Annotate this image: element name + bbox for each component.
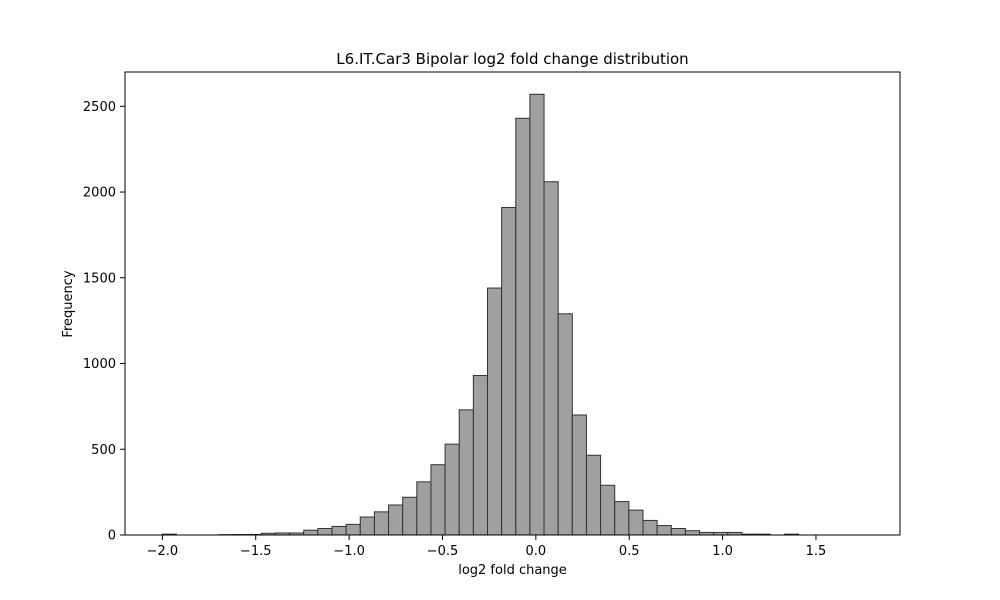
histogram-bar — [388, 504, 404, 536]
x-tick-label: −2.0 — [147, 544, 179, 559]
y-tick-label: 1000 — [83, 357, 116, 372]
histogram-bar — [402, 496, 418, 536]
histogram-bar — [529, 93, 545, 536]
y-tick-label: 2000 — [83, 186, 116, 201]
plot-frame — [124, 71, 901, 536]
histogram-bar — [458, 409, 474, 536]
histogram-bar — [557, 313, 573, 536]
histogram-bar — [628, 509, 644, 536]
histogram-bar — [373, 511, 390, 536]
y-tick-label: 0 — [108, 529, 116, 544]
x-tick-label: 0.5 — [619, 544, 640, 559]
histogram-bar — [416, 481, 432, 536]
y-axis-label: Frequency — [61, 270, 76, 337]
histogram-bar — [331, 525, 347, 536]
histogram-bar — [444, 443, 460, 536]
x-tick-label: 1.5 — [806, 544, 827, 559]
histogram-bar — [543, 181, 559, 536]
x-tick-label: −0.5 — [427, 544, 459, 559]
histogram-bar — [642, 519, 658, 536]
y-axis-ticks: 0 500 1000 1500 2000 2500 — [83, 100, 125, 544]
histogram-bar — [501, 206, 517, 536]
histogram-bar — [656, 525, 672, 536]
histogram-bar — [585, 454, 602, 536]
x-tick-label: 0.0 — [525, 544, 546, 559]
histogram-bar — [571, 414, 587, 536]
histogram-bar — [430, 464, 446, 536]
x-axis-ticks: −2.0 −1.5 −1.0 −0.5 0.0 0.5 1.0 1.5 — [147, 535, 827, 559]
histogram-bar — [472, 375, 488, 536]
histogram-bar — [600, 484, 616, 536]
histogram-bar — [614, 501, 630, 536]
histogram-bar — [317, 527, 333, 536]
y-tick-label: 1500 — [83, 271, 116, 286]
histogram-bar — [515, 117, 531, 536]
x-axis-label: log2 fold change — [458, 563, 567, 578]
x-tick-label: −1.5 — [240, 544, 272, 559]
x-tick-label: 1.0 — [712, 544, 733, 559]
histogram-bar — [359, 516, 375, 536]
y-tick-label: 2500 — [83, 100, 116, 115]
histogram-bar — [486, 287, 503, 536]
histogram-bar — [345, 523, 361, 536]
chart-title: L6.IT.Car3 Bipolar log2 fold change dist… — [336, 50, 688, 68]
histogram-bar — [303, 529, 319, 536]
histogram-bar — [684, 530, 701, 536]
y-tick-label: 500 — [91, 443, 116, 458]
x-tick-label: −1.0 — [333, 544, 365, 559]
histogram-bar — [670, 527, 686, 536]
